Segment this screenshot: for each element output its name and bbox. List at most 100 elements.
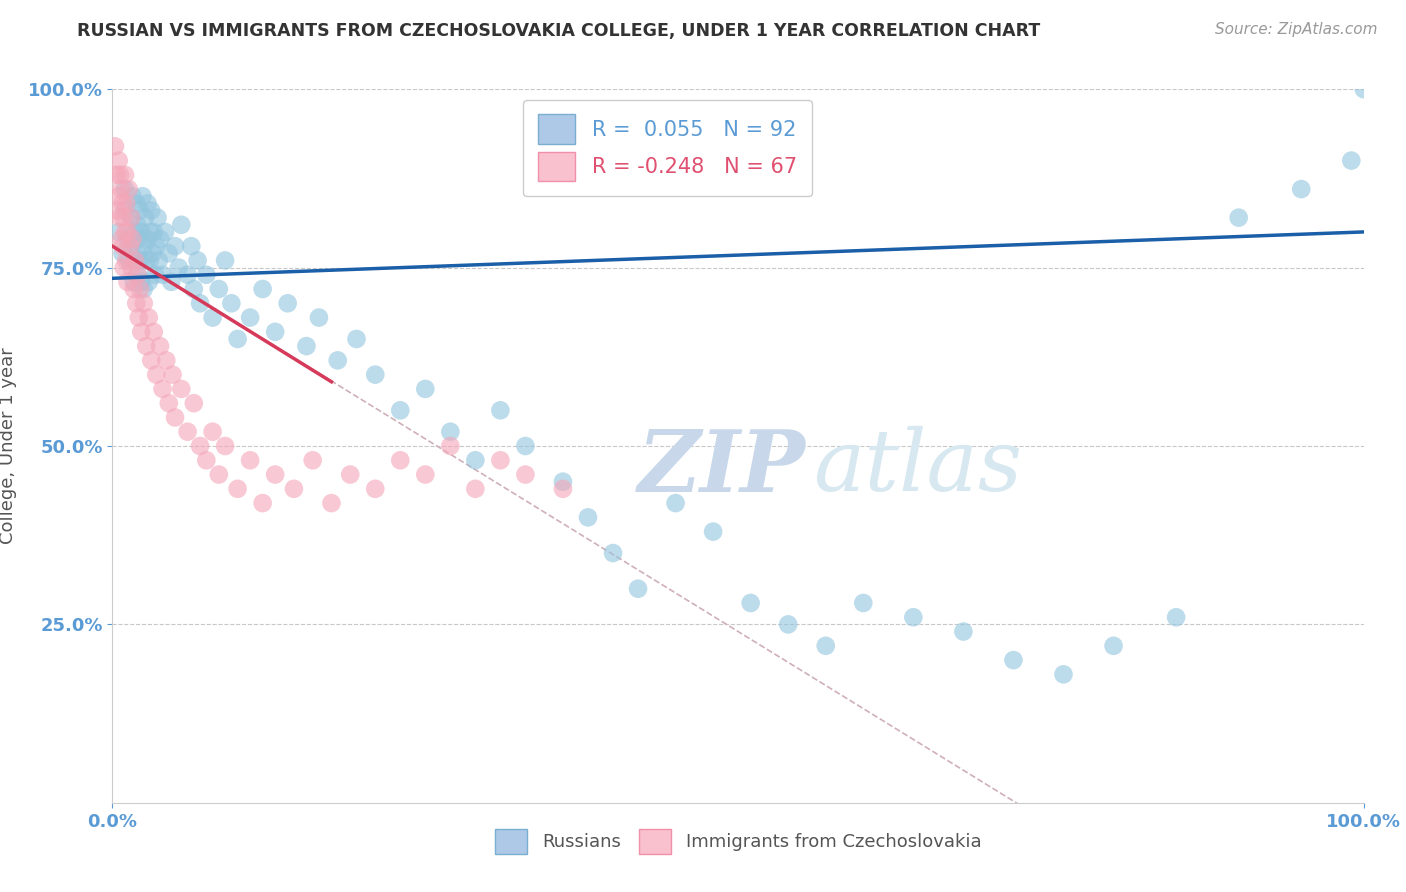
Point (129, 275, 152, 289)
Point (141, 246, 163, 260)
Point (183, 282, 205, 296)
Point (148, 253, 170, 268)
Point (122, 282, 145, 296)
Point (142, 225, 165, 239)
Point (264, 325, 287, 339)
Point (464, 453, 486, 467)
Point (118, 182, 141, 196)
Point (120, 211, 142, 225)
Point (814, 639, 837, 653)
Point (295, 339, 318, 353)
Point (127, 268, 149, 282)
Point (114, 182, 136, 196)
Point (162, 368, 184, 382)
Point (627, 582, 650, 596)
Point (183, 396, 205, 410)
Point (167, 260, 190, 275)
Point (170, 218, 193, 232)
Point (117, 275, 139, 289)
Point (107, 153, 129, 168)
Point (1227, 211, 1250, 225)
Text: RUSSIAN VS IMMIGRANTS FROM CZECHOSLOVAKIA COLLEGE, UNDER 1 YEAR CORRELATION CHAR: RUSSIAN VS IMMIGRANTS FROM CZECHOSLOVAKI… (77, 22, 1040, 40)
Point (145, 239, 167, 253)
Point (127, 218, 149, 232)
Text: ZIP: ZIP (638, 425, 806, 509)
Point (110, 182, 132, 196)
Point (155, 353, 177, 368)
Point (128, 310, 150, 325)
Point (136, 196, 159, 211)
Point (1291, 182, 1313, 196)
Point (107, 189, 129, 203)
Point (112, 260, 135, 275)
Point (152, 382, 174, 396)
Point (413, 467, 436, 482)
Text: atlas: atlas (813, 426, 1022, 508)
Point (145, 368, 167, 382)
Point (138, 310, 160, 325)
Point (176, 268, 198, 282)
Point (125, 196, 148, 211)
Point (132, 239, 155, 253)
Point (214, 253, 236, 268)
Point (114, 203, 136, 218)
Point (208, 467, 231, 482)
Point (308, 310, 330, 325)
Point (180, 239, 202, 253)
Point (124, 253, 146, 268)
Point (364, 482, 387, 496)
Point (283, 482, 305, 496)
Point (132, 296, 155, 310)
Point (515, 439, 537, 453)
Point (153, 225, 176, 239)
Point (576, 510, 599, 524)
Point (157, 396, 180, 410)
Point (115, 253, 138, 268)
Point (702, 524, 724, 539)
Point (339, 467, 361, 482)
Point (187, 253, 209, 268)
Point (214, 439, 236, 453)
Point (117, 225, 139, 239)
Point (129, 203, 152, 218)
Point (138, 275, 160, 289)
Point (135, 339, 157, 353)
Point (120, 211, 142, 225)
Point (105, 168, 128, 182)
Point (264, 467, 287, 482)
Point (1002, 653, 1025, 667)
Point (107, 203, 129, 218)
Point (127, 246, 149, 260)
Point (226, 332, 249, 346)
Point (439, 439, 461, 453)
Point (551, 482, 574, 496)
Point (163, 410, 186, 425)
Point (208, 282, 231, 296)
Legend: Russians, Immigrants from Czechoslovakia: Russians, Immigrants from Czechoslovakia (488, 822, 988, 862)
Point (112, 211, 135, 225)
Point (142, 325, 165, 339)
Point (170, 382, 193, 396)
Point (111, 196, 134, 211)
Point (163, 239, 186, 253)
Point (852, 596, 875, 610)
Point (195, 453, 218, 467)
Point (152, 268, 174, 282)
Point (114, 225, 136, 239)
Point (141, 353, 163, 368)
Point (1340, 153, 1362, 168)
Point (464, 482, 486, 496)
Point (157, 246, 180, 260)
Point (952, 624, 974, 639)
Point (515, 467, 537, 482)
Point (160, 275, 183, 289)
Point (1164, 610, 1187, 624)
Point (122, 275, 145, 289)
Point (1052, 667, 1074, 681)
Y-axis label: College, Under 1 year: College, Under 1 year (0, 348, 17, 544)
Point (176, 425, 198, 439)
Point (602, 546, 624, 560)
Point (124, 253, 146, 268)
Point (129, 225, 152, 239)
Point (107, 225, 129, 239)
